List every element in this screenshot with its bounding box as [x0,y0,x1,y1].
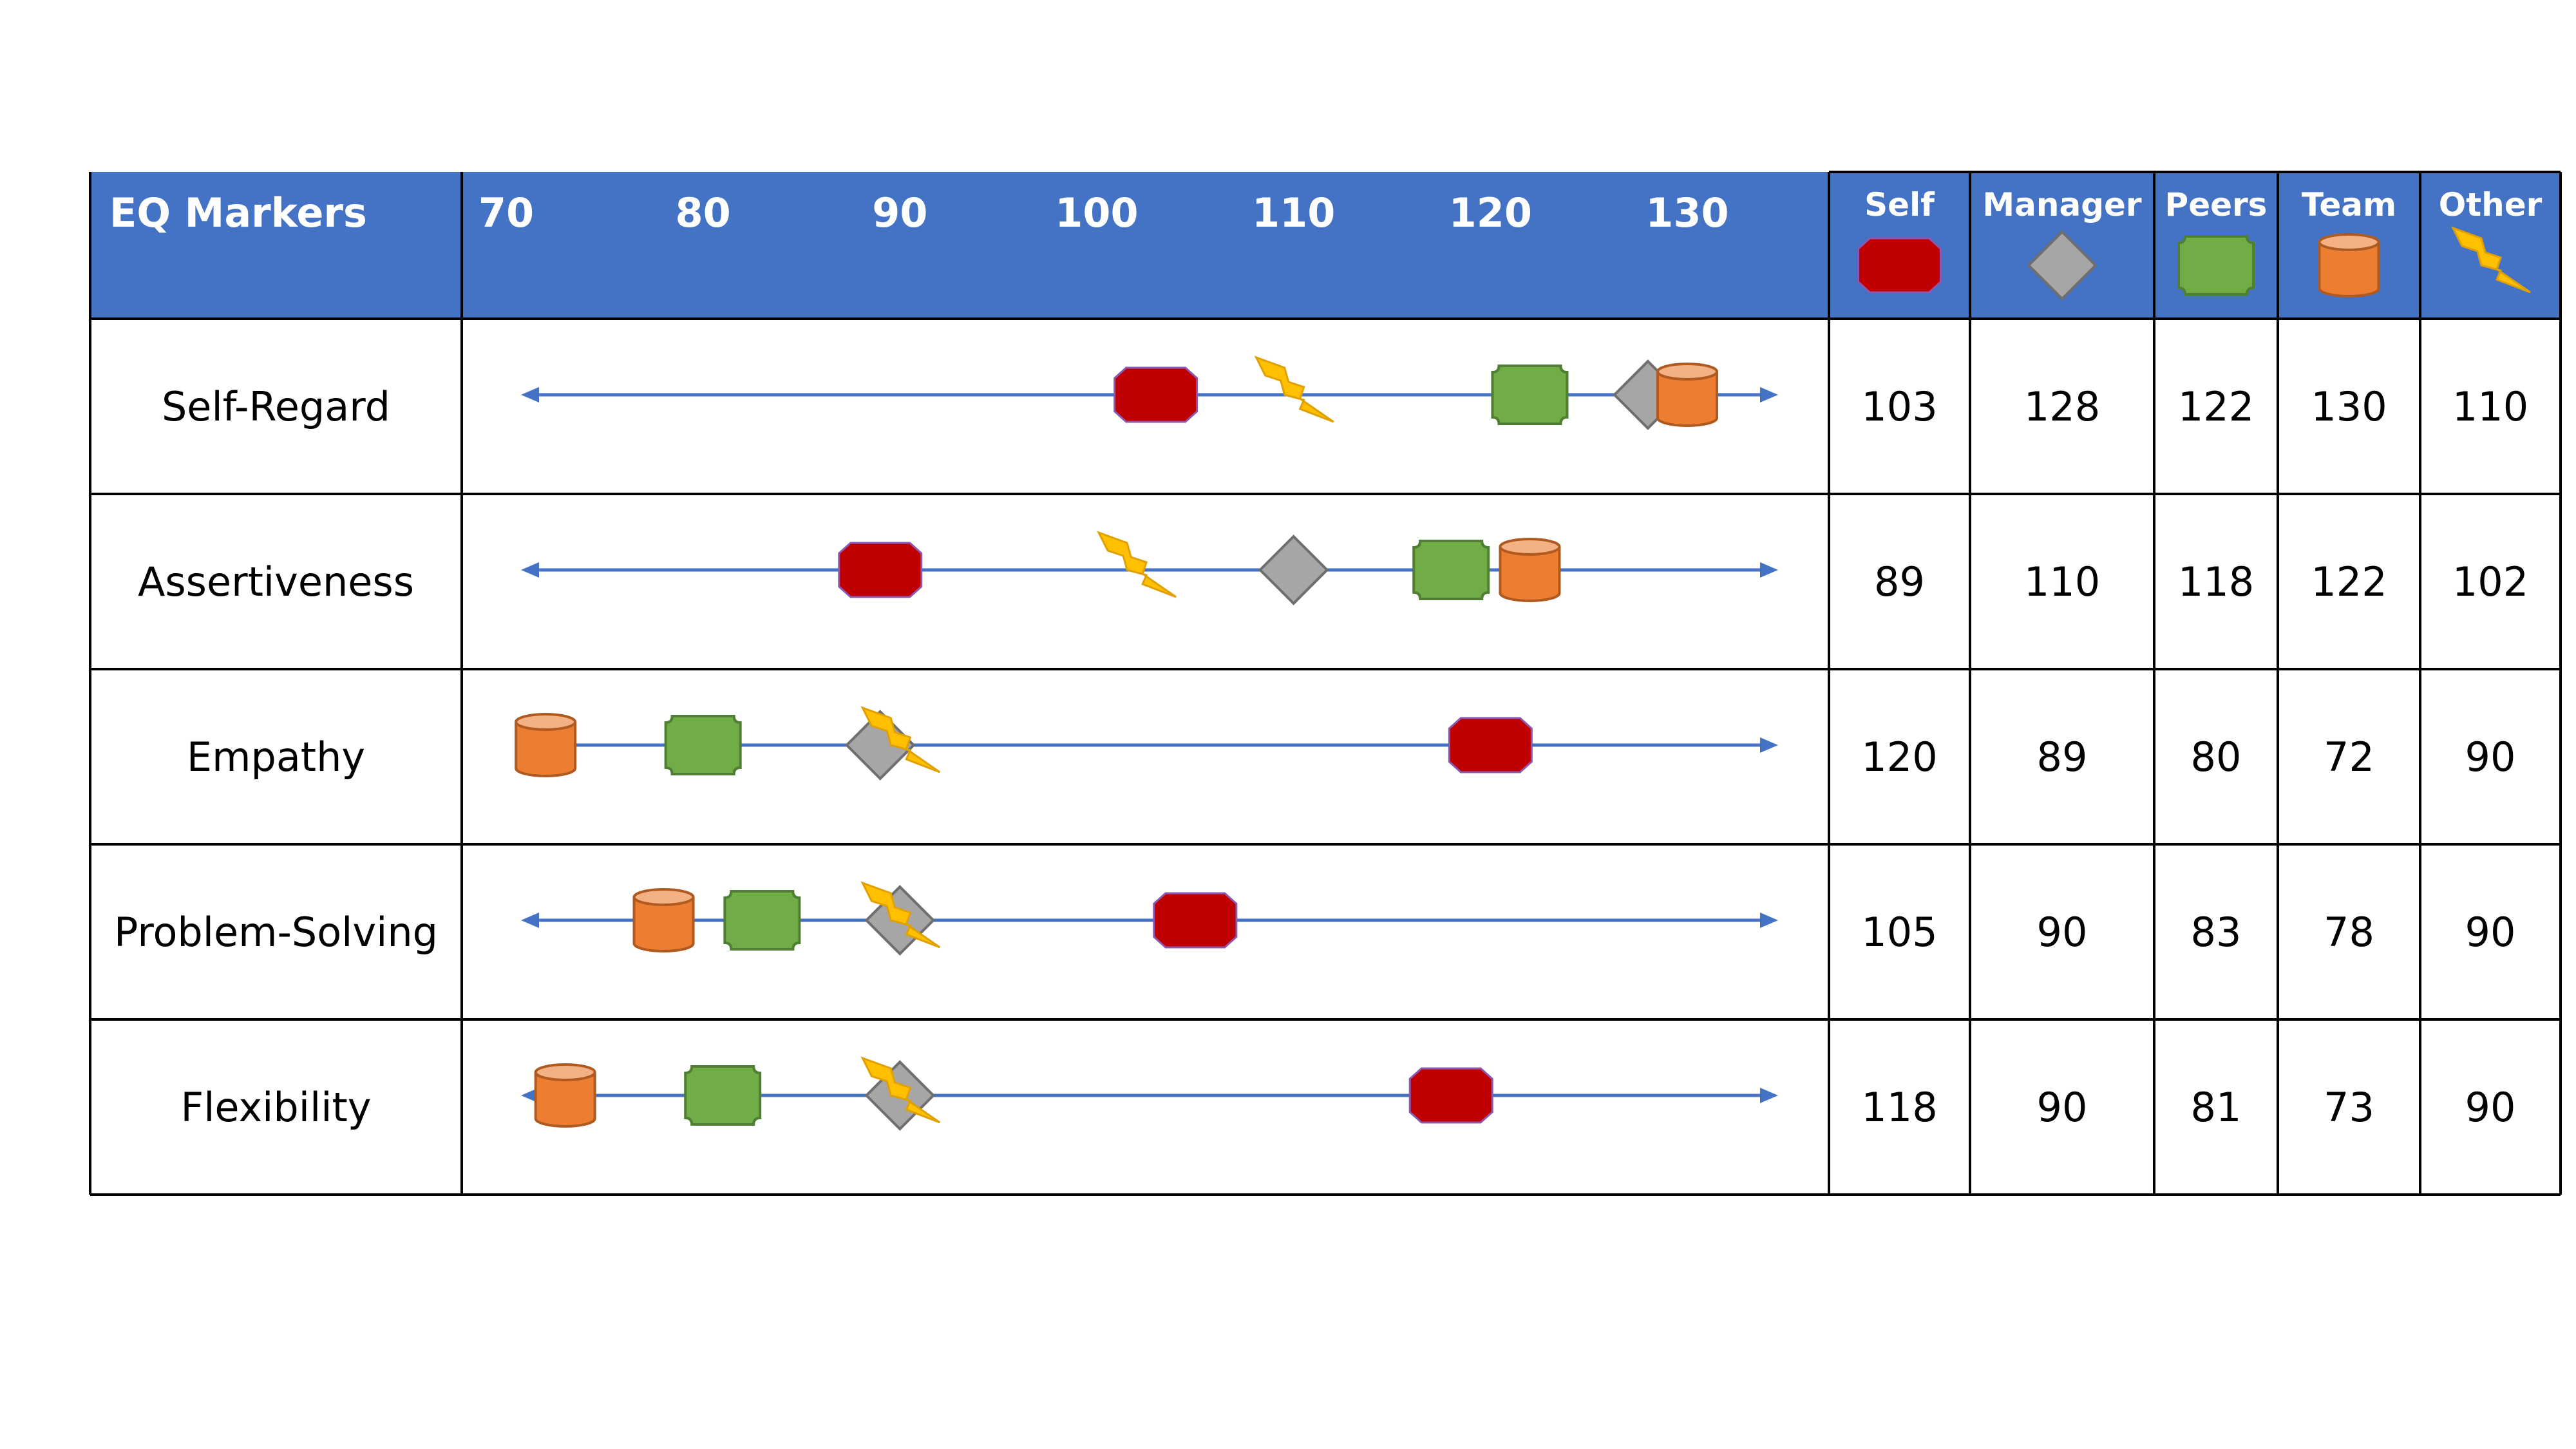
value-cell: 130 [2311,383,2387,430]
value-cell: 103 [1861,383,1937,430]
marker-self [1153,892,1238,949]
legend-label: Manager [1982,186,2142,223]
value-cell: 89 [1874,558,1925,605]
value-cell: 78 [2324,909,2374,956]
arrowhead-right [1760,562,1778,578]
marker-peers [664,715,742,775]
value-cell: 81 [2191,1084,2242,1131]
marker-other [1254,355,1334,423]
arrowhead-right [1760,387,1778,402]
octagon-icon [1857,237,1942,294]
axis-tick-label: 110 [1252,189,1335,236]
value-cell: 105 [1861,909,1937,956]
row-label: Assertiveness [138,558,414,605]
header-band [90,172,1829,319]
axis-tick-label: 120 [1449,189,1532,236]
value-cell: 90 [2037,1084,2088,1131]
marker-team [632,888,695,952]
marker-manager [1258,535,1329,605]
marker-self [1408,1067,1493,1124]
value-cell: 102 [2452,558,2528,605]
row-label: Problem-Solving [114,909,438,956]
marker-peers [684,1065,762,1126]
arrowhead-right [1760,913,1778,928]
value-cell: 118 [1861,1084,1937,1131]
marker-other [860,881,941,949]
row-label: Empathy [187,734,365,781]
axis-tick-label: 70 [478,189,534,236]
value-cell: 89 [2037,734,2088,781]
axis-tick-label: 130 [1645,189,1728,236]
arrowhead-left [521,387,539,402]
arrowhead-left [521,913,539,928]
legend-label: Other [2439,186,2543,223]
header-title: EQ Markers [109,189,367,236]
value-cell: 90 [2465,1084,2516,1131]
legend-label: Peers [2165,186,2268,223]
marker-other [860,706,941,773]
value-cell: 72 [2324,734,2374,781]
arrowhead-left [521,562,539,578]
arrowhead-right [1760,737,1778,753]
marker-team [534,1063,596,1128]
value-cell: 110 [2024,558,2100,605]
marker-team [1656,363,1718,427]
axis-tick-label: 90 [872,189,927,236]
marker-self [1448,717,1533,773]
row-label: Flexibility [181,1084,372,1131]
marker-other [1097,531,1177,598]
marker-team [1499,538,1561,602]
plaque-icon [2177,235,2255,296]
diamond-icon [2027,230,2098,301]
value-cell: 90 [2037,909,2088,956]
legend-label: Team [2302,186,2396,223]
marker-team [515,713,577,777]
value-cell: 90 [2465,734,2516,781]
marker-peers [1491,365,1569,425]
lightning-icon [2450,226,2531,294]
axis-tick-label: 100 [1055,189,1138,236]
value-cell: 122 [2311,558,2387,605]
legend-label: Self [1864,186,1935,223]
cylinder-icon [2318,233,2380,298]
marker-peers [723,890,801,951]
value-cell: 73 [2324,1084,2374,1131]
value-cell: 83 [2191,909,2242,956]
arrowhead-right [1760,1088,1778,1103]
value-cell: 110 [2452,383,2528,430]
value-cell: 122 [2178,383,2254,430]
row-label: Self-Regard [162,383,390,430]
value-cell: 90 [2465,909,2516,956]
value-cell: 80 [2191,734,2242,781]
marker-self [1113,366,1198,423]
axis-tick-label: 80 [676,189,731,236]
marker-peers [1412,540,1490,600]
value-cell: 118 [2178,558,2254,605]
marker-other [860,1056,941,1124]
value-cell: 128 [2024,383,2100,430]
value-cell: 120 [1861,734,1937,781]
marker-self [838,542,923,598]
